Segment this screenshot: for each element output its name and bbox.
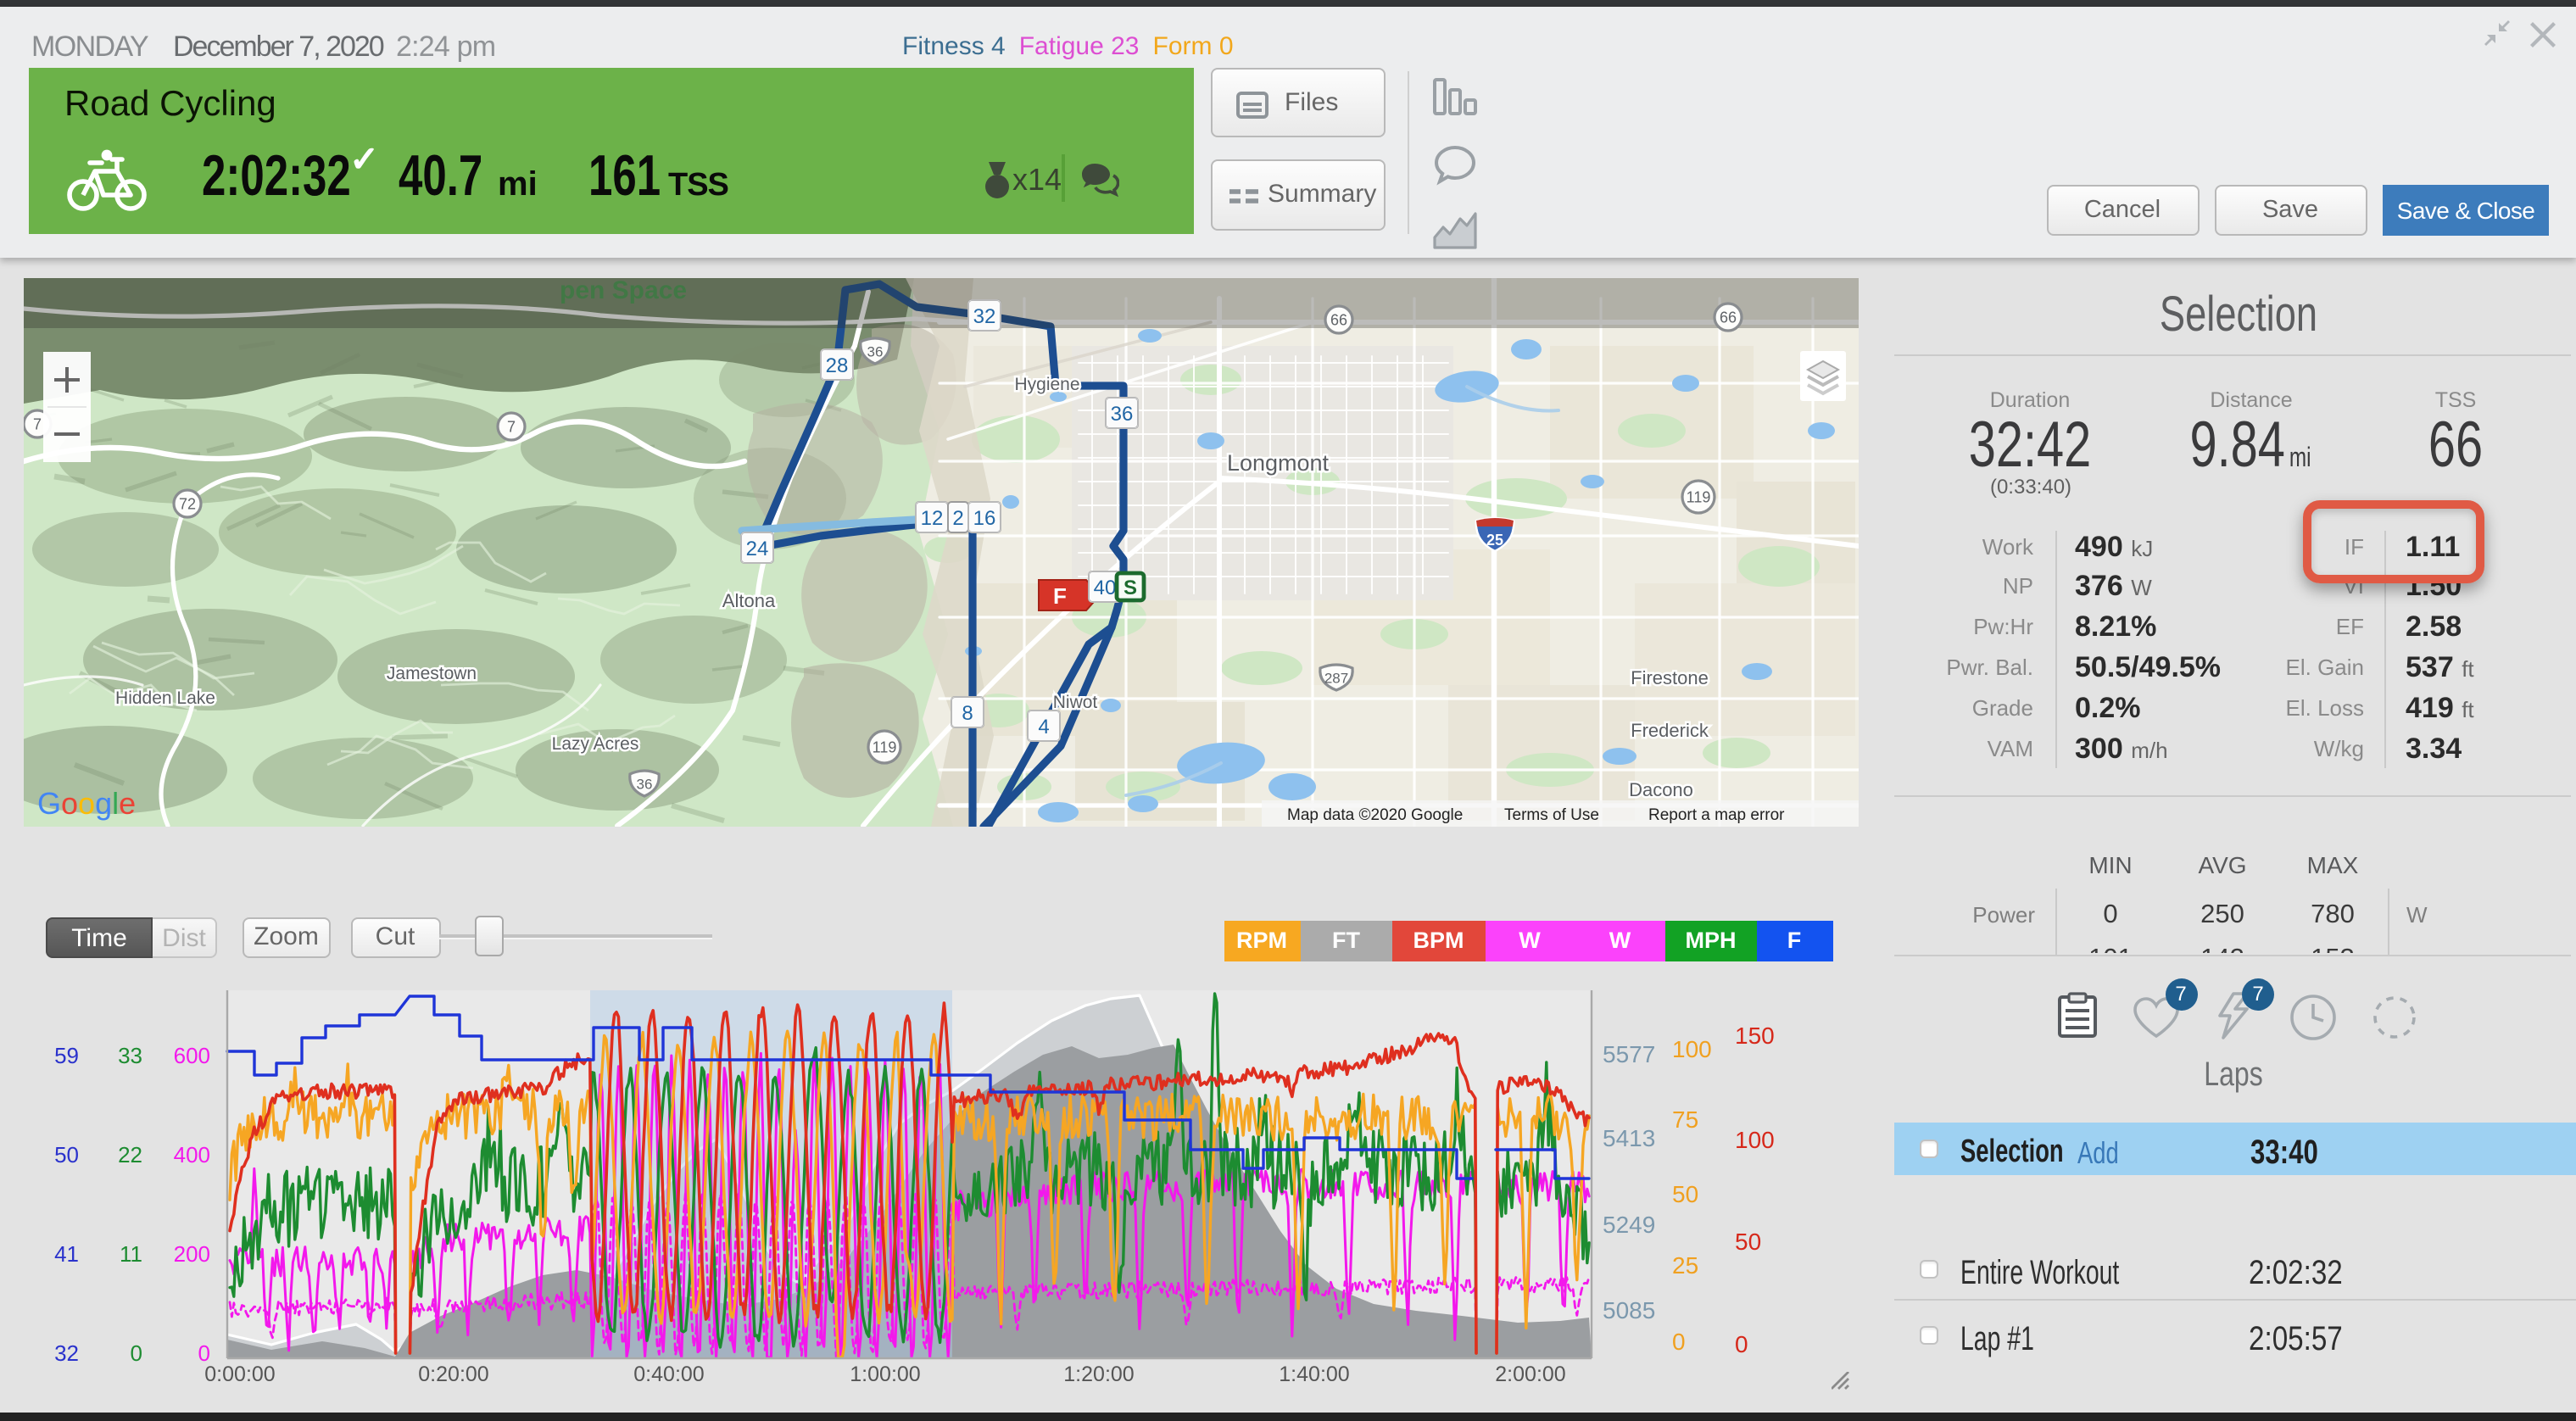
svg-text:Niwot: Niwot: [1052, 693, 1097, 712]
svg-text:100: 100: [1735, 1127, 1775, 1153]
svg-text:32: 32: [973, 305, 995, 328]
svg-text:36: 36: [636, 776, 652, 792]
svg-text:50: 50: [1672, 1181, 1698, 1207]
svg-text:11: 11: [120, 1241, 142, 1267]
svg-text:Firestone: Firestone: [1630, 667, 1708, 688]
svg-text:Hidden Lake: Hidden Lake: [114, 688, 215, 708]
svg-text:40: 40: [1093, 577, 1116, 599]
svg-text:0:20:00: 0:20:00: [418, 1362, 488, 1386]
svg-text:22: 22: [118, 1142, 142, 1167]
svg-text:16: 16: [973, 507, 995, 530]
svg-text:0: 0: [1672, 1329, 1686, 1355]
svg-text:Longmont: Longmont: [1226, 450, 1329, 476]
svg-text:1:20:00: 1:20:00: [1063, 1362, 1134, 1386]
svg-text:Google: Google: [36, 786, 135, 821]
svg-text:8: 8: [961, 702, 972, 725]
svg-text:0:00:00: 0:00:00: [204, 1362, 275, 1386]
svg-text:119: 119: [1686, 488, 1710, 505]
svg-text:33: 33: [118, 1043, 142, 1068]
svg-text:600: 600: [174, 1043, 210, 1068]
svg-text:400: 400: [174, 1142, 210, 1167]
svg-text:Lazy Acres: Lazy Acres: [551, 734, 638, 754]
svg-text:Terms of Use: Terms of Use: [1503, 806, 1598, 824]
svg-text:5577: 5577: [1603, 1041, 1655, 1067]
svg-text:2: 2: [951, 507, 962, 530]
svg-text:24: 24: [745, 538, 768, 560]
svg-text:25: 25: [1486, 532, 1503, 549]
svg-text:119: 119: [872, 738, 896, 755]
svg-text:0: 0: [131, 1340, 142, 1366]
svg-text:1:00:00: 1:00:00: [850, 1362, 920, 1386]
svg-text:S: S: [1123, 577, 1136, 599]
svg-text:2:00:00: 2:00:00: [1495, 1362, 1565, 1386]
svg-text:Hygiene: Hygiene: [1013, 375, 1079, 394]
svg-text:12: 12: [920, 507, 943, 530]
svg-text:F: F: [1052, 583, 1066, 609]
svg-text:66: 66: [1719, 309, 1736, 326]
svg-text:28: 28: [825, 354, 848, 377]
svg-text:5413: 5413: [1603, 1125, 1655, 1151]
svg-text:Map data ©2020 Google: Map data ©2020 Google: [1286, 806, 1462, 824]
svg-text:75: 75: [1672, 1106, 1698, 1133]
svg-text:Frederick: Frederick: [1630, 720, 1709, 741]
svg-text:4: 4: [1037, 716, 1048, 738]
svg-text:0:40:00: 0:40:00: [633, 1362, 704, 1386]
svg-text:1:40:00: 1:40:00: [1279, 1362, 1349, 1386]
svg-text:W: W: [36, 824, 54, 827]
svg-text:Dacono: Dacono: [1628, 779, 1692, 800]
svg-text:Altona: Altona: [722, 590, 775, 611]
svg-text:5085: 5085: [1603, 1297, 1655, 1323]
svg-text:287: 287: [1324, 670, 1347, 686]
svg-text:72: 72: [178, 495, 195, 512]
svg-text:59: 59: [54, 1043, 79, 1068]
svg-text:36: 36: [867, 343, 883, 359]
svg-text:7: 7: [506, 418, 515, 435]
svg-text:7: 7: [32, 415, 41, 432]
svg-text:0: 0: [1735, 1331, 1748, 1357]
svg-text:150: 150: [1735, 1023, 1775, 1049]
svg-text:41: 41: [54, 1241, 79, 1267]
svg-text:200: 200: [174, 1241, 210, 1267]
svg-text:Jamestown: Jamestown: [386, 664, 476, 683]
svg-text:0: 0: [198, 1340, 210, 1366]
svg-text:Report a map error: Report a map error: [1648, 806, 1784, 824]
svg-text:32: 32: [54, 1340, 79, 1366]
svg-text:pen Space: pen Space: [559, 278, 686, 304]
svg-text:36: 36: [1110, 403, 1133, 426]
svg-text:66: 66: [1330, 311, 1347, 328]
svg-text:50: 50: [1735, 1229, 1761, 1255]
svg-text:5249: 5249: [1603, 1212, 1655, 1238]
svg-text:50: 50: [54, 1142, 79, 1167]
svg-text:100: 100: [1672, 1036, 1712, 1062]
svg-text:25: 25: [1672, 1252, 1698, 1279]
